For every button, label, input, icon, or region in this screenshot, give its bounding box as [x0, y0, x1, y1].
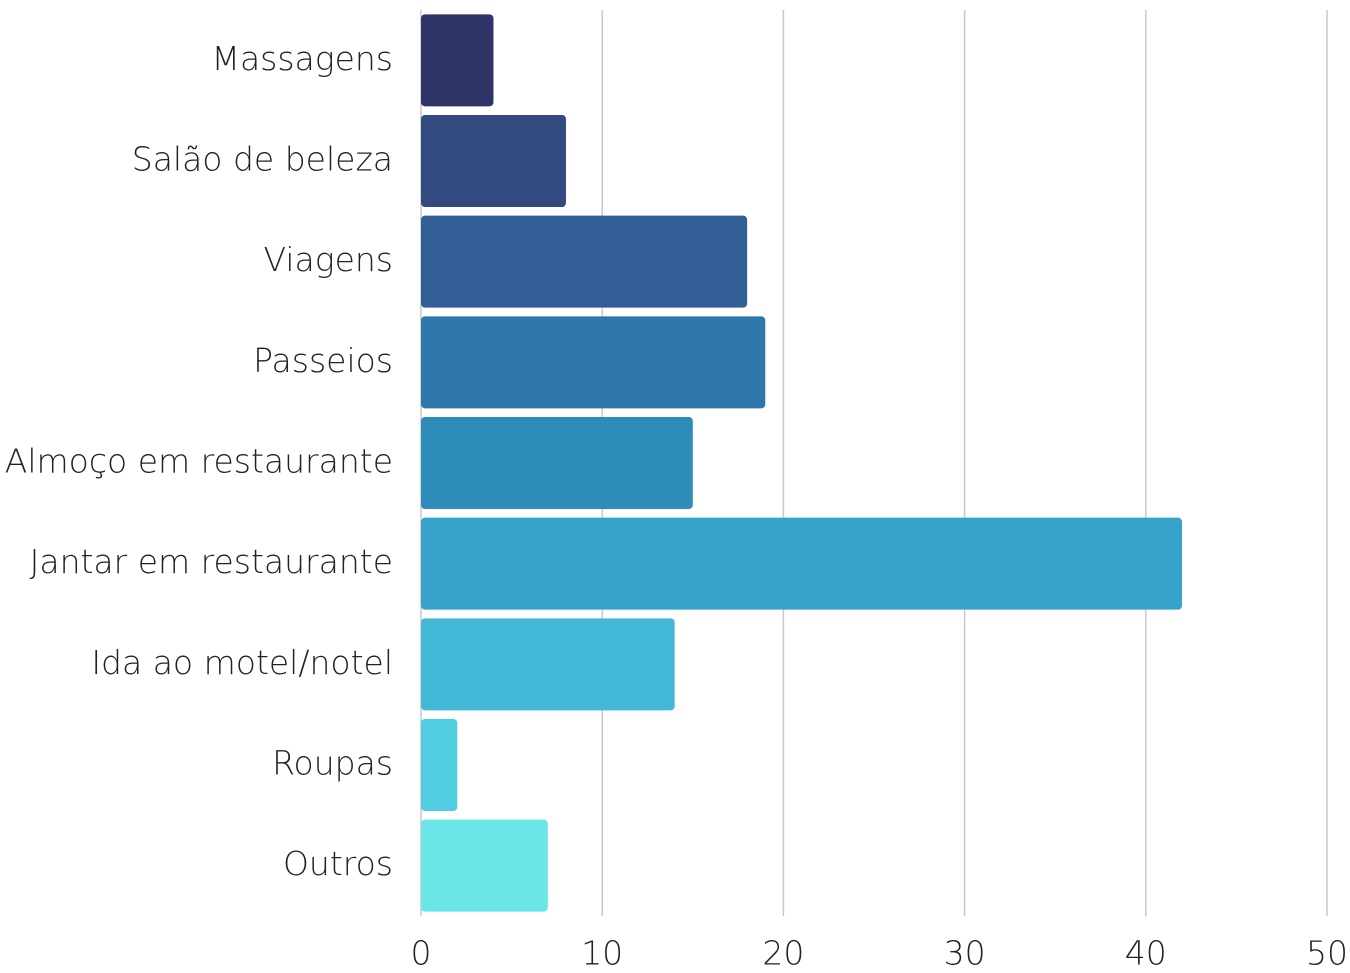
- y-tick-label: Massagens: [211, 39, 393, 78]
- bar: [421, 14, 494, 107]
- y-tick-label: Ida ao motel/notel: [91, 643, 393, 682]
- x-tick-label: 10: [581, 934, 623, 973]
- y-tick-label: Passeios: [253, 341, 393, 380]
- bar: [421, 417, 693, 509]
- bar: [421, 517, 1183, 610]
- y-tick-label: Almoço em restaurante: [5, 442, 393, 481]
- y-tick-label: Viagens: [264, 240, 393, 279]
- bar: [421, 115, 566, 207]
- x-tick-label: 40: [1125, 934, 1167, 973]
- y-tick-label: Roupas: [272, 744, 393, 783]
- y-tick-label: Salão de beleza: [132, 140, 393, 179]
- bar: [421, 215, 748, 308]
- bar: [421, 316, 766, 409]
- bar: [421, 719, 458, 811]
- x-tick-label: 50: [1306, 934, 1348, 973]
- bar: [421, 618, 675, 711]
- y-tick-label: Outros: [283, 844, 393, 883]
- x-tick-label: 20: [762, 934, 804, 973]
- bar: [421, 819, 548, 912]
- x-tick-label: 30: [944, 934, 986, 973]
- x-tick-label: 0: [411, 934, 432, 973]
- y-tick-label: Jantar em restaurante: [30, 542, 393, 581]
